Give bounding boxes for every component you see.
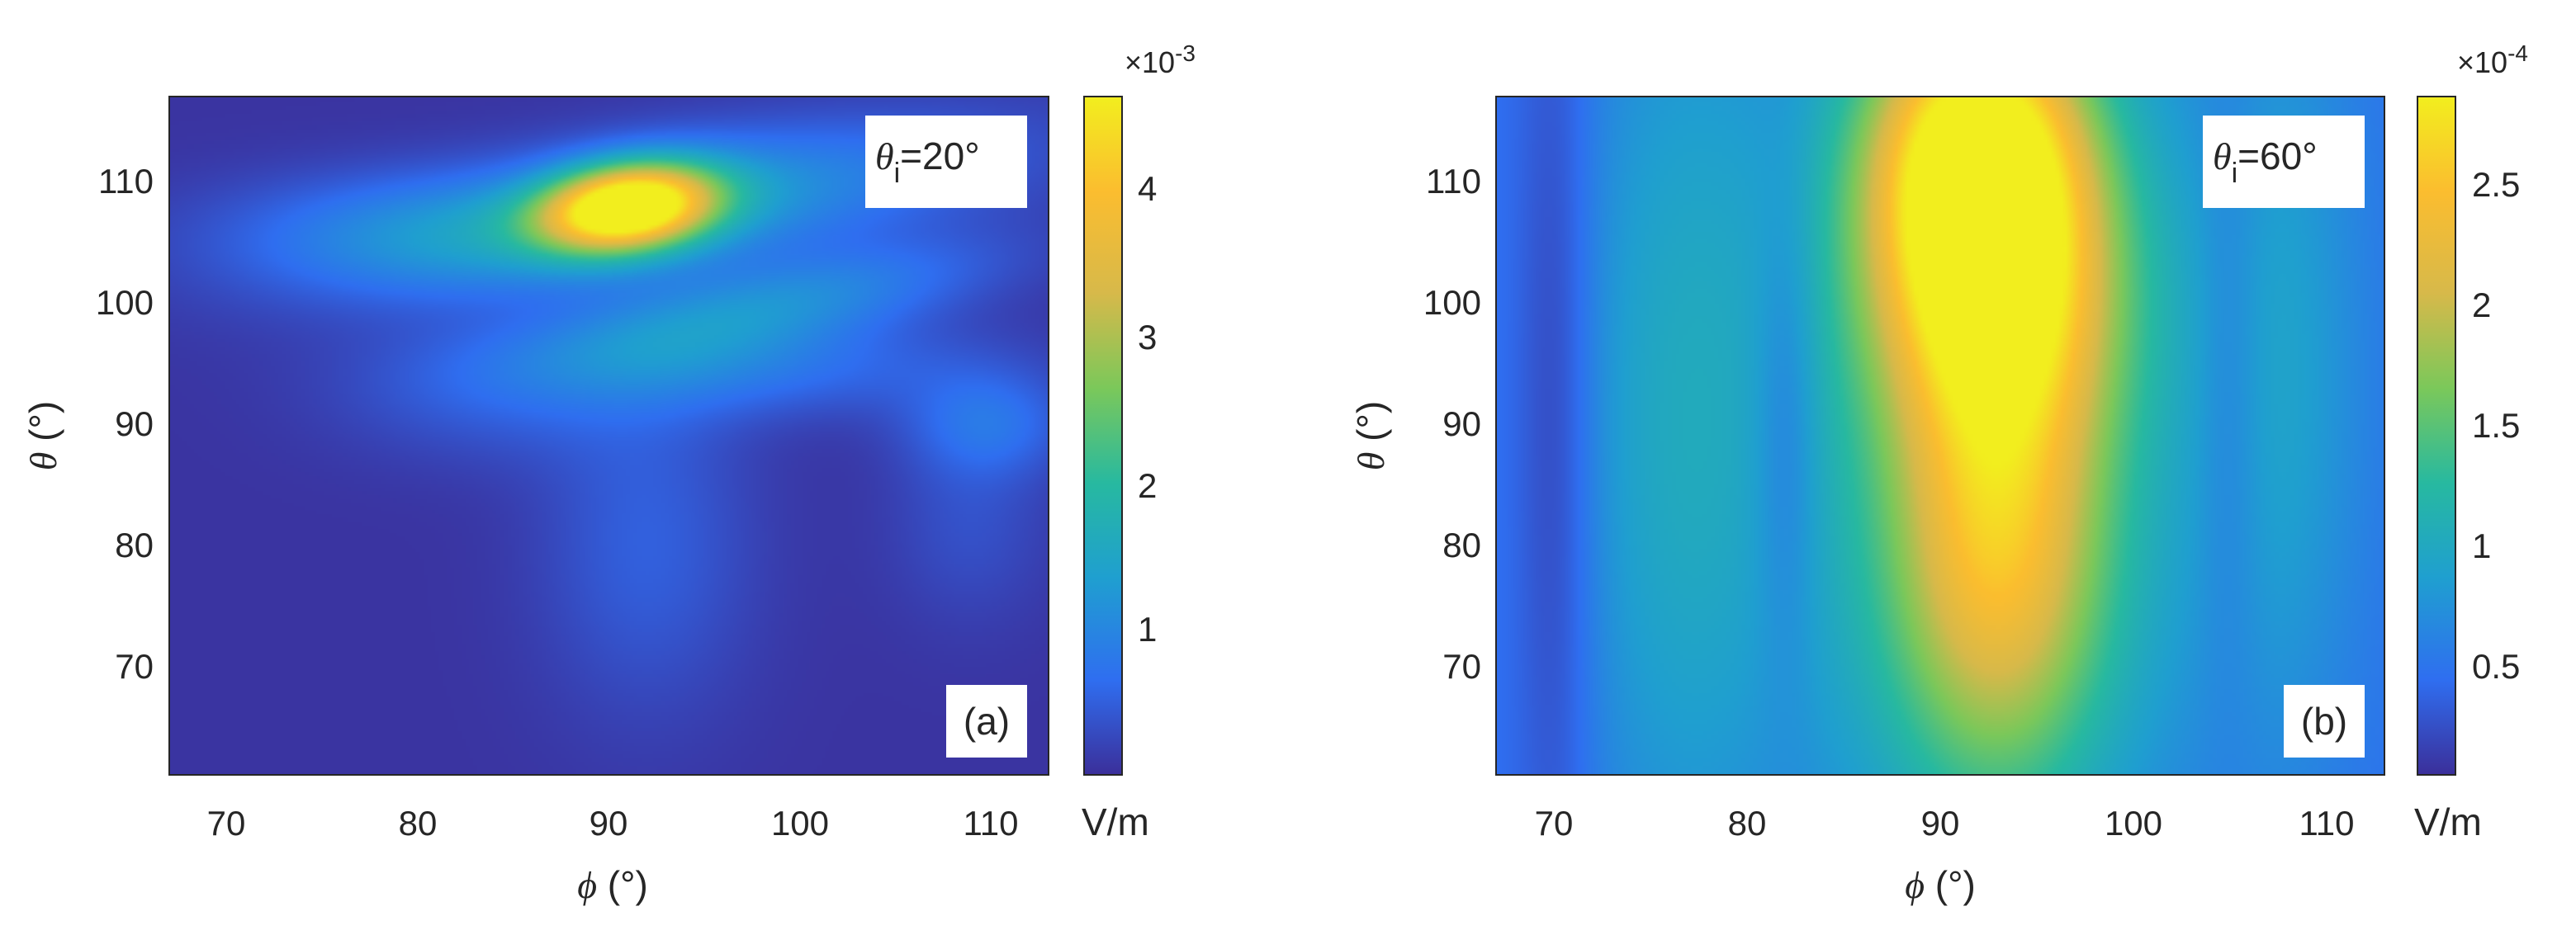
y-tick-label: 80 (1442, 526, 1481, 564)
colorbar-a-unit: V/m (1082, 800, 1149, 843)
colorbar-b-exponent: ×10-4 (2457, 40, 2528, 79)
colorbar-tick-label: 2 (1138, 466, 1157, 505)
panel-a: θi=20° (a) 70 80 90 100 110 ϕ (°) 70 80 … (21, 40, 1196, 906)
colorbar-a-gradient (1083, 96, 1123, 776)
y-tick-label: 80 (115, 526, 154, 564)
x-axis-b: 70 80 90 100 110 ϕ (°) (1535, 804, 2355, 906)
x-tick-label: 70 (1535, 804, 1574, 843)
annotation-b-box (2203, 116, 2365, 208)
panel-label-a-group: (a) (946, 685, 1027, 758)
x-tick-label: 70 (207, 804, 246, 843)
colorbar-tick-label: 2.5 (2472, 165, 2520, 204)
y-tick-label: 110 (98, 162, 154, 201)
colorbar-tick-label: 4 (1138, 169, 1157, 208)
x-ticks-b: 70 80 90 100 110 (1535, 804, 2355, 843)
y-tick-label: 70 (115, 647, 154, 686)
panel-label-b: (b) (2301, 700, 2347, 743)
svg-text:θi=60°: θi=60° (2213, 135, 2318, 189)
panel-label-b-box (2284, 685, 2365, 758)
x-axis-label-b: ϕ (°) (1905, 863, 1976, 906)
x-tick-label: 100 (2105, 804, 2162, 843)
y-tick-label: 100 (1423, 283, 1481, 322)
svg-text:θi=20°: θi=20° (875, 135, 980, 189)
annotation-b-subscript: i (2232, 158, 2238, 189)
colorbar-b-unit: V/m (2414, 800, 2482, 843)
x-axis-label-a: ϕ (°) (577, 863, 648, 906)
colorbar-a: ×10-3 1 2 3 4 V/m (1082, 40, 1196, 843)
colorbar-tick-label: 3 (1138, 318, 1157, 356)
y-tick-label: 90 (115, 404, 154, 443)
x-ticks-a: 70 80 90 100 110 (207, 804, 1019, 843)
x-axis-a: 70 80 90 100 110 ϕ (°) (207, 804, 1019, 906)
y-axis-b: 70 80 90 100 110 θ (°) (1349, 162, 1481, 686)
colorbar-tick-label: 0.5 (2472, 647, 2520, 686)
annotation-a: θi=20° (865, 116, 1027, 208)
heatmap-a-image (169, 97, 1049, 775)
panel-label-a-box (946, 685, 1027, 758)
annotation-b: θi=60° (2203, 116, 2365, 208)
y-tick-label: 110 (1426, 162, 1481, 201)
y-tick-label: 90 (1442, 404, 1481, 443)
colorbar-b-gradient (2417, 96, 2456, 776)
x-tick-label: 80 (399, 804, 438, 843)
colorbar-tick-label: 2 (2472, 286, 2491, 324)
plot-b-frame (1495, 96, 2385, 776)
plot-a-frame (168, 96, 1049, 776)
colorbar-tick-label: 1.5 (2472, 406, 2520, 445)
colorbar-b: ×10-4 0.5 1 1.5 2 2.5 V/m (2414, 40, 2528, 843)
y-ticks-b: 70 80 90 100 110 (1423, 162, 1481, 686)
colorbar-tick-label: 1 (2472, 526, 2491, 565)
panel-label-a: (a) (964, 700, 1010, 743)
panel-label-b-group: (b) (2284, 685, 2365, 758)
annotation-a-subscript: i (894, 158, 901, 189)
colorbar-a-exponent: ×10-3 (1125, 40, 1196, 79)
annotation-b-value: =60° (2237, 135, 2317, 177)
y-ticks-a: 70 80 90 100 110 (96, 162, 154, 686)
x-tick-label: 100 (771, 804, 829, 843)
y-tick-label: 100 (96, 283, 154, 322)
heatmap-b-image (1496, 97, 2384, 775)
y-axis-label-b: θ (°) (1349, 401, 1392, 470)
annotation-a-value: =20° (900, 135, 979, 177)
y-axis-a: 70 80 90 100 110 θ (°) (21, 162, 154, 686)
x-tick-label: 90 (1921, 804, 1960, 843)
colorbar-a-ticks: 1 2 3 4 (1138, 169, 1157, 649)
annotation-a-box (865, 116, 1027, 208)
x-tick-label: 90 (590, 804, 628, 843)
x-tick-label: 80 (1728, 804, 1767, 843)
x-tick-label: 110 (964, 804, 1019, 843)
annotation-b-symbol: θ (2213, 135, 2232, 177)
colorbar-tick-label: 1 (1138, 610, 1157, 649)
y-tick-label: 70 (1442, 647, 1481, 686)
colorbar-b-ticks: 0.5 1 1.5 2 2.5 (2472, 165, 2520, 686)
y-axis-label-a: θ (°) (21, 401, 64, 470)
panel-b: θi=60° (b) 70 80 90 100 110 ϕ (°) 70 80 … (1349, 40, 2528, 906)
x-tick-label: 110 (2299, 804, 2355, 843)
annotation-a-symbol: θ (875, 135, 894, 177)
